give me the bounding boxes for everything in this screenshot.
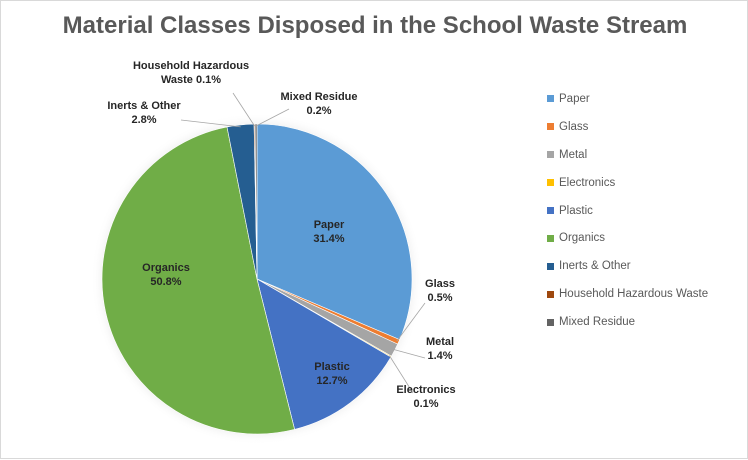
leader-line-household-hazardous-waste: [232, 92, 255, 127]
leader-line-mixed-residue: [255, 108, 290, 127]
legend-item-organics: Organics: [547, 224, 708, 252]
data-label-inerts-other: Inerts & Other 2.8%: [107, 100, 181, 126]
legend-item-paper: Paper: [547, 85, 708, 113]
data-label-mixed-residue: Mixed Residue 0.2%: [280, 91, 357, 117]
leader-line-inerts-other: [180, 119, 241, 128]
legend-item-electronics: Electronics: [547, 169, 708, 197]
leader-lines: [180, 92, 426, 394]
legend-item-household-hazardous-waste: Household Hazardous Waste: [547, 280, 708, 308]
legend-item-metal: Metal: [547, 141, 708, 169]
data-label-metal: Metal 1.4%: [426, 336, 454, 362]
legend-item-glass: Glass: [547, 113, 708, 141]
legend-swatch: [547, 123, 554, 131]
pie-slice-organics: [101, 126, 295, 435]
pie-slices: [101, 123, 413, 435]
legend: Paper Glass Metal Electronics Plastic Organic…: [547, 85, 708, 336]
legend-label: Plastic: [559, 204, 593, 217]
pie-slice-mixed-residue: [254, 123, 258, 280]
legend-label: Paper: [559, 92, 590, 105]
legend-label: Glass: [559, 120, 589, 133]
data-label-electronics: Electronics 0.1%: [396, 384, 455, 410]
legend-item-inerts-other: Inerts & Other: [547, 252, 708, 280]
legend-label: Organics: [559, 232, 606, 245]
legend-label: Inerts & Other: [559, 260, 631, 273]
legend-label: Mixed Residue: [559, 316, 636, 329]
slice-labels: Paper 31.4% Glass 0.5% Metal 1.4% Electronics 0…: [107, 60, 455, 410]
data-label-household-hazardous-waste: Household Hazardous Waste 0.1%: [133, 60, 249, 86]
leader-line-glass: [396, 302, 426, 342]
data-label-paper: Paper 31.4%: [313, 219, 345, 245]
pie-slice-plastic: [256, 278, 392, 430]
legend-swatch: [547, 234, 554, 242]
leader-line-metal: [392, 348, 426, 359]
legend-label: Household Hazardous Waste: [559, 288, 709, 301]
leader-line-electronics: [389, 355, 414, 394]
legend-swatch: [547, 95, 554, 103]
legend-item-plastic: Plastic: [547, 197, 708, 225]
legend-label: Metal: [559, 148, 588, 161]
data-label-organics: Organics 50.8%: [142, 262, 190, 288]
legend-swatch: [547, 151, 554, 159]
chart-title: Material Classes Disposed in the School …: [62, 12, 688, 39]
data-label-glass: Glass 0.5%: [425, 278, 455, 304]
legend-swatch: [547, 262, 554, 270]
legend-swatch: [547, 290, 554, 298]
legend-label: Electronics: [559, 176, 616, 189]
legend-swatch: [547, 318, 554, 326]
legend-item-mixed-residue: Mixed Residue: [547, 308, 708, 336]
legend-swatch: [547, 207, 554, 214]
pie-slice-paper: [256, 123, 413, 341]
data-label-plastic: Plastic 12.7%: [314, 361, 349, 387]
legend-swatch: [547, 179, 554, 187]
